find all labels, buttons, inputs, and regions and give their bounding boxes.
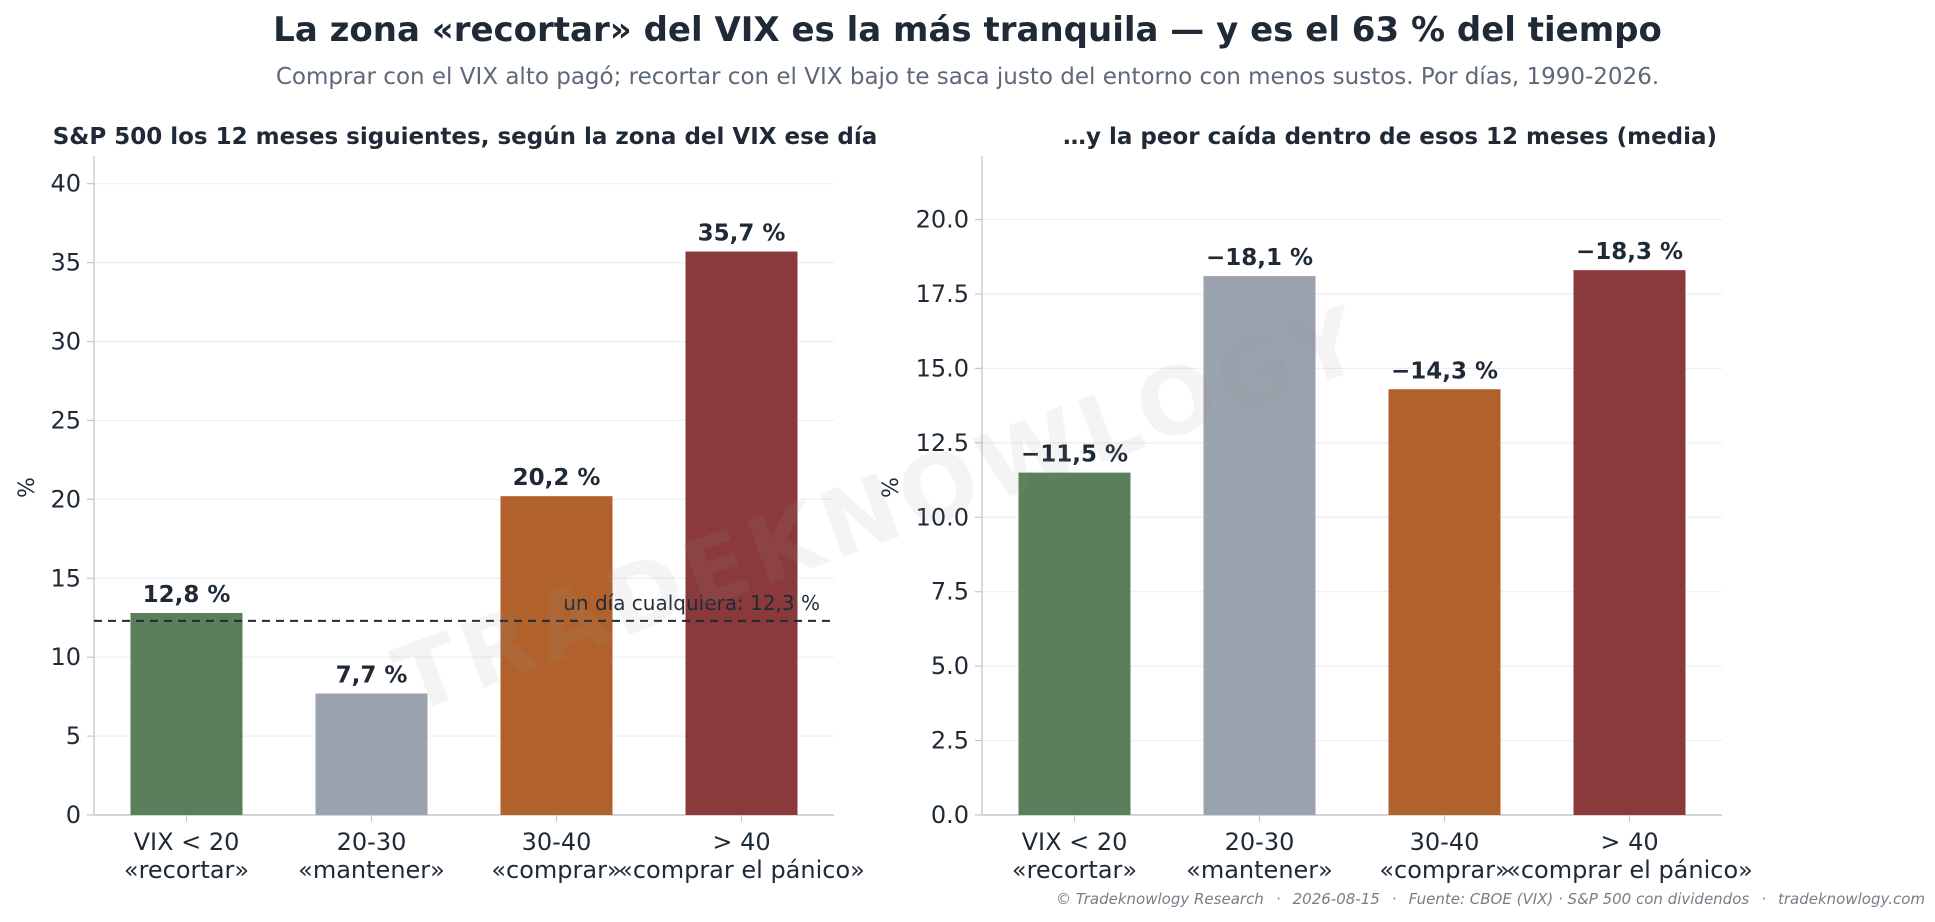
right-panel-title: …y la peor caída dentro de esos 12 meses… <box>1062 124 1718 150</box>
data-label: 7,7 % <box>336 662 408 688</box>
y-tick-label: 10 <box>50 643 81 671</box>
chart-title: La zona «recortar» del VIX es la más tra… <box>273 10 1662 50</box>
x-tick-sublabel: «recortar» <box>1012 856 1137 884</box>
left-panel-title: S&P 500 los 12 meses siguientes, según l… <box>52 124 878 150</box>
bar <box>500 496 613 815</box>
x-tick-label: > 40 <box>1600 828 1658 856</box>
reference-line-label: un día cualquiera: 12,3 % <box>563 591 820 615</box>
bar <box>1573 270 1686 816</box>
x-tick-sublabel: «recortar» <box>124 856 249 884</box>
x-tick-label: 30-40 <box>1410 828 1480 856</box>
y-tick-label: 0 <box>66 801 81 829</box>
x-tick-sublabel: «mantener» <box>1186 856 1333 884</box>
data-label: 35,7 % <box>698 221 786 247</box>
y-tick-label: 10.0 <box>916 503 969 531</box>
y-tick-label: 2.5 <box>931 727 969 755</box>
y-tick-label: 35 <box>50 249 81 277</box>
x-tick-sublabel: «comprar el pánico» <box>618 856 865 884</box>
x-tick-label: VIX < 20 <box>1022 828 1128 856</box>
x-tick-sublabel: «comprar el pánico» <box>1506 856 1753 884</box>
x-tick-label: 20-30 <box>1225 828 1295 856</box>
y-axis-label: % <box>879 477 904 498</box>
y-tick-label: 12.5 <box>916 429 969 457</box>
data-label: −18,1 % <box>1206 245 1313 271</box>
data-label: 20,2 % <box>513 465 601 491</box>
x-tick-sublabel: «comprar» <box>491 856 621 884</box>
x-tick-label: VIX < 20 <box>134 828 240 856</box>
footer-copyright: © Tradeknowlogy Research <box>1055 890 1264 908</box>
data-label: −18,3 % <box>1576 239 1683 265</box>
data-label: −11,5 % <box>1021 442 1128 468</box>
bar <box>1018 472 1131 815</box>
y-tick-label: 17.5 <box>916 280 969 308</box>
bar <box>685 251 798 815</box>
footer-source: Fuente: CBOE (VIX) · S&P 500 con dividen… <box>1408 890 1750 908</box>
y-tick-label: 5.0 <box>931 652 969 680</box>
x-tick-sublabel: «mantener» <box>298 856 445 884</box>
data-label: 12,8 % <box>143 582 231 608</box>
bar <box>315 693 428 815</box>
chart-subtitle: Comprar con el VIX alto pagó; recortar c… <box>275 64 1660 90</box>
y-tick-label: 7.5 <box>931 578 969 606</box>
x-tick-label: > 40 <box>712 828 770 856</box>
bar <box>1203 276 1316 815</box>
y-tick-label: 20 <box>50 485 81 513</box>
y-tick-label: 0.0 <box>931 801 969 829</box>
bar <box>1388 389 1501 815</box>
x-tick-label: 30-40 <box>522 828 592 856</box>
y-tick-label: 40 <box>50 170 81 198</box>
x-tick-label: 20-30 <box>337 828 407 856</box>
y-tick-label: 20.0 <box>916 206 969 234</box>
y-tick-label: 15 <box>50 564 81 592</box>
footer: © Tradeknowlogy Research · 2026-08-15 · Fuen… <box>1055 890 1925 908</box>
y-tick-label: 15.0 <box>916 354 969 382</box>
x-tick-sublabel: «comprar» <box>1379 856 1509 884</box>
y-tick-label: 5 <box>66 722 81 750</box>
y-tick-label: 30 <box>50 328 81 356</box>
bar <box>130 612 243 815</box>
y-tick-label: 25 <box>50 406 81 434</box>
y-axis-label: % <box>15 477 40 498</box>
data-label: −14,3 % <box>1391 358 1498 384</box>
footer-site: tradeknowlogy.com <box>1777 890 1925 908</box>
footer-date: 2026-08-15 <box>1292 890 1380 908</box>
